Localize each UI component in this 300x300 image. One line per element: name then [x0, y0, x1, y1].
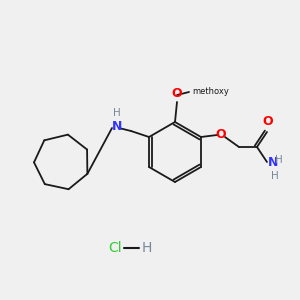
Text: Cl: Cl [108, 241, 122, 255]
Text: O: O [172, 87, 182, 100]
Text: O: O [216, 128, 226, 142]
Text: N: N [268, 155, 278, 169]
Text: N: N [112, 119, 122, 133]
Text: H: H [142, 241, 152, 255]
Text: H: H [271, 171, 279, 181]
Text: H: H [275, 155, 283, 165]
Text: O: O [263, 115, 273, 128]
Text: H: H [113, 108, 121, 118]
Text: methoxy: methoxy [192, 86, 229, 95]
